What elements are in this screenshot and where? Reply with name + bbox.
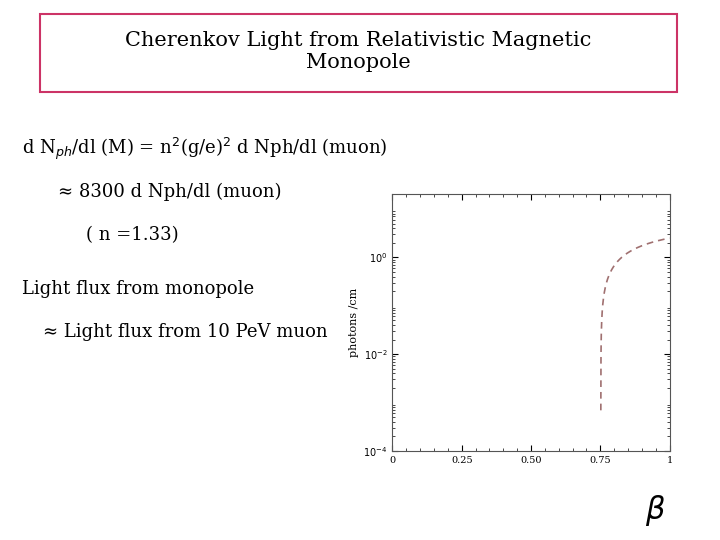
Text: $\beta$: $\beta$ [645, 493, 665, 528]
Text: d N$_{ph}$/dl (M) = n$^2$(g/e)$^2$ d Nph/dl (muon): d N$_{ph}$/dl (M) = n$^2$(g/e)$^2$ d Nph… [22, 136, 387, 161]
Text: ≈ Light flux from 10 PeV muon: ≈ Light flux from 10 PeV muon [43, 323, 328, 341]
Text: Light flux from monopole: Light flux from monopole [22, 280, 253, 298]
Y-axis label: photons /cm: photons /cm [349, 288, 359, 357]
Text: Cherenkov Light from Relativistic Magnetic
Monopole: Cherenkov Light from Relativistic Magnet… [125, 31, 592, 72]
Text: ( n =1.33): ( n =1.33) [86, 226, 179, 244]
FancyBboxPatch shape [40, 14, 677, 92]
Text: ≈ 8300 d Nph/dl (muon): ≈ 8300 d Nph/dl (muon) [58, 183, 281, 201]
